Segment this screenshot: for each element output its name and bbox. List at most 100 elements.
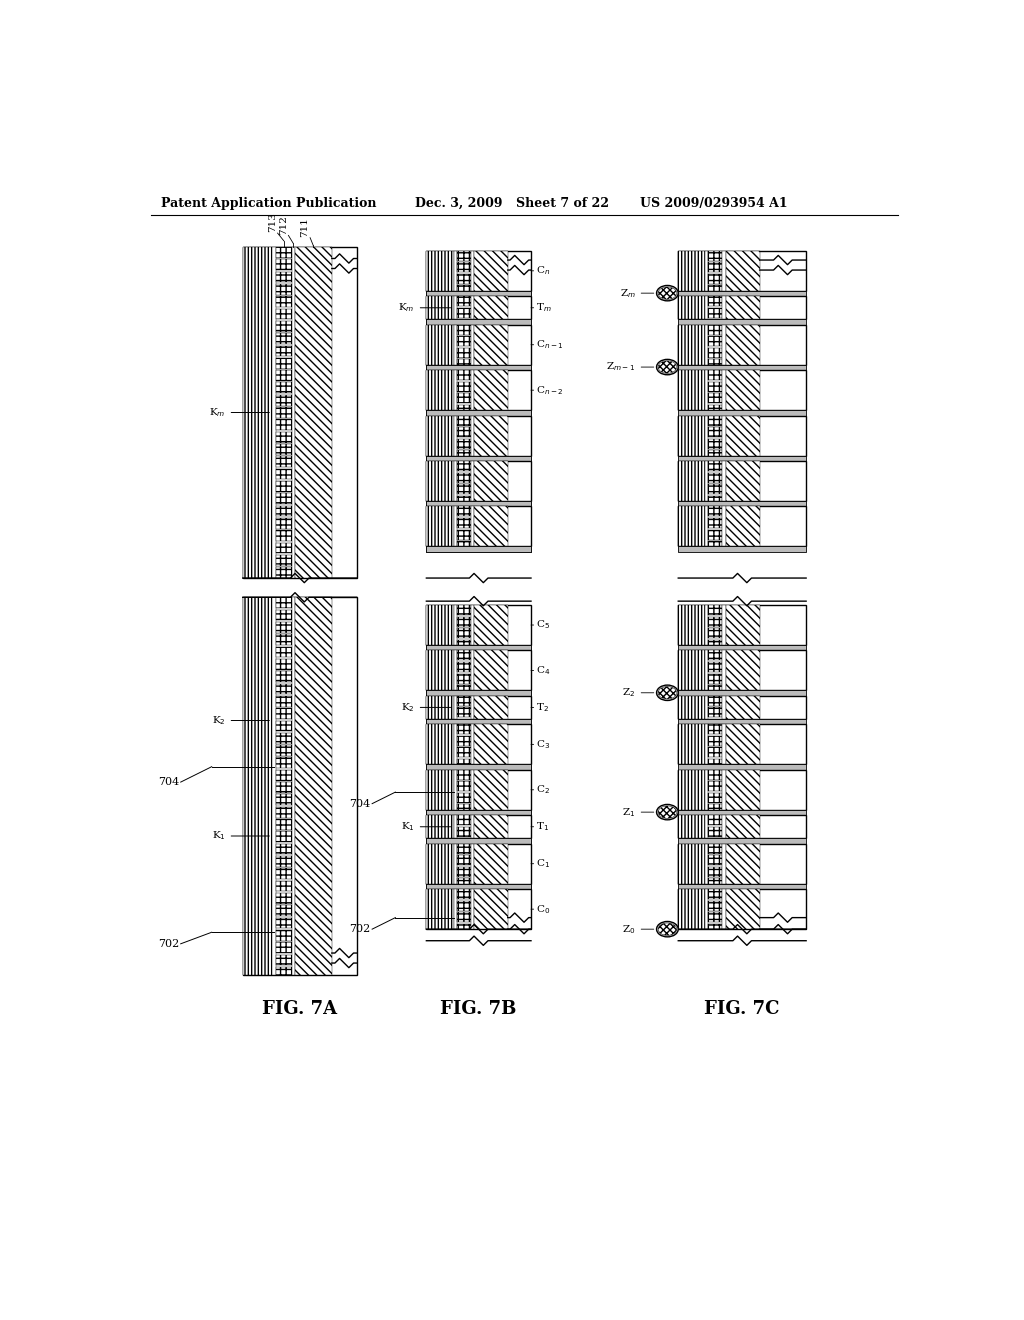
Ellipse shape <box>658 807 677 818</box>
Bar <box>471 816 474 838</box>
Bar <box>678 890 806 929</box>
Bar <box>426 719 531 725</box>
Text: C$_n$: C$_n$ <box>531 264 551 277</box>
Bar <box>272 247 276 578</box>
Text: Dec. 3, 2009: Dec. 3, 2009 <box>415 197 502 210</box>
Bar <box>709 781 722 792</box>
Bar <box>678 296 806 319</box>
Bar <box>457 461 471 471</box>
Text: FIG. 7B: FIG. 7B <box>440 1001 516 1018</box>
Bar <box>426 546 531 552</box>
Bar <box>709 405 722 411</box>
Bar <box>457 541 471 546</box>
Bar <box>426 810 531 816</box>
Bar <box>709 484 722 494</box>
Bar <box>722 605 726 645</box>
Bar <box>678 507 806 546</box>
Bar <box>457 325 471 335</box>
Bar <box>276 531 292 541</box>
Bar <box>426 884 531 890</box>
Text: Z$_m$: Z$_m$ <box>620 286 653 300</box>
Bar <box>722 651 726 690</box>
Bar <box>276 708 292 719</box>
Text: K$_2$: K$_2$ <box>212 714 269 727</box>
Bar <box>426 651 531 690</box>
Bar <box>474 770 508 809</box>
Bar <box>276 635 292 645</box>
Bar <box>426 764 531 770</box>
Bar <box>426 507 454 546</box>
Bar <box>457 685 471 690</box>
Bar <box>457 616 471 627</box>
Bar <box>426 325 531 364</box>
Bar <box>678 461 706 502</box>
Bar <box>276 309 292 319</box>
Bar <box>276 469 292 479</box>
Bar <box>426 605 454 645</box>
Bar <box>426 696 454 719</box>
Text: C$_0$: C$_0$ <box>531 903 551 916</box>
Bar <box>678 651 806 690</box>
Text: Patent Application Publication: Patent Application Publication <box>161 197 376 210</box>
Bar <box>722 370 726 411</box>
Bar <box>678 696 706 719</box>
Bar <box>471 416 474 455</box>
Bar <box>726 461 760 502</box>
Bar <box>426 843 531 884</box>
Bar <box>276 880 292 891</box>
Bar <box>457 628 471 638</box>
Bar <box>471 696 474 719</box>
Bar <box>457 275 471 284</box>
Bar <box>457 781 471 792</box>
Bar <box>678 838 806 843</box>
Text: 702: 702 <box>158 939 179 949</box>
Bar <box>426 455 531 461</box>
Bar <box>722 416 726 455</box>
Text: K$_m$: K$_m$ <box>209 407 269 418</box>
Bar <box>722 843 726 884</box>
Bar <box>474 507 508 546</box>
Bar <box>276 370 292 381</box>
Bar <box>457 605 471 615</box>
Bar <box>709 275 722 284</box>
Bar <box>276 554 292 566</box>
Bar <box>454 843 457 884</box>
Bar <box>276 383 292 393</box>
Bar <box>471 507 474 546</box>
Bar <box>276 296 292 308</box>
Bar <box>276 358 292 368</box>
Bar <box>454 816 457 838</box>
Bar <box>726 890 760 929</box>
Bar <box>471 843 474 884</box>
Bar <box>426 645 531 651</box>
Bar <box>276 597 292 609</box>
Bar <box>276 942 292 953</box>
Bar <box>426 719 531 725</box>
Text: T$_m$: T$_m$ <box>531 301 552 314</box>
Bar <box>426 696 531 719</box>
Bar <box>722 770 726 809</box>
Bar <box>276 770 292 780</box>
Bar <box>722 325 726 364</box>
Bar <box>709 605 722 615</box>
Bar <box>276 407 292 418</box>
Bar <box>457 473 471 483</box>
Bar <box>709 924 722 929</box>
Bar <box>706 890 709 929</box>
Bar <box>426 725 531 764</box>
Bar <box>276 795 292 805</box>
Bar <box>726 725 760 764</box>
Bar <box>276 696 292 706</box>
Bar <box>678 890 706 929</box>
Bar <box>426 816 531 838</box>
Bar <box>709 359 722 364</box>
Ellipse shape <box>656 804 678 820</box>
Bar <box>457 673 471 684</box>
Bar <box>457 878 471 884</box>
Bar <box>457 912 471 923</box>
Text: Sheet 7 of 22: Sheet 7 of 22 <box>515 197 608 210</box>
Bar <box>276 647 292 657</box>
Bar <box>709 696 722 706</box>
Text: C$_2$: C$_2$ <box>531 783 550 796</box>
Bar <box>726 843 760 884</box>
